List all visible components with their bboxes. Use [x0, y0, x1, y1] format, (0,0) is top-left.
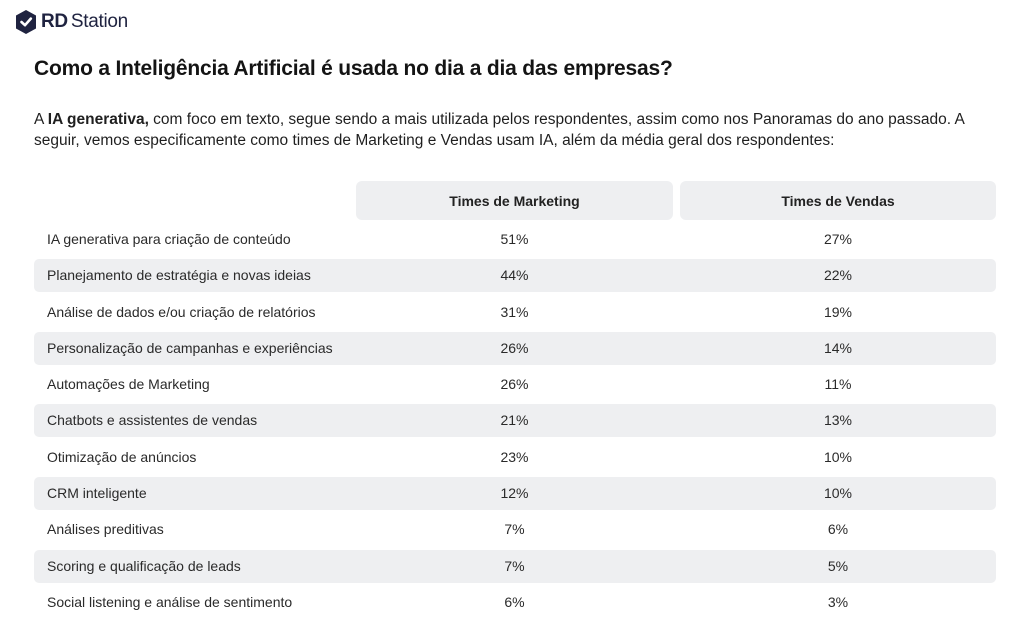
row-label: IA generativa para criação de conteúdo: [47, 231, 291, 247]
logo-rd: RD: [41, 11, 68, 32]
table-row: Chatbots e assistentes de vendas 21% 13%: [34, 404, 996, 438]
marketing-value: 21%: [500, 412, 529, 429]
marketing-value: 44%: [500, 267, 529, 284]
vendas-value: 22%: [823, 267, 853, 284]
row-label: Scoring e qualificação de leads: [47, 557, 241, 574]
logo-station: Station: [70, 11, 128, 32]
vendas-value: 14%: [823, 339, 853, 356]
vendas-value: 6%: [827, 521, 849, 538]
marketing-value: 31%: [500, 303, 529, 320]
row-label: Social listening e análise de sentimento: [47, 593, 293, 610]
marketing-value: 26%: [500, 376, 529, 393]
ai-usage-table: IA generativa para criação de conteúdo 51…: [34, 223, 996, 622]
row-label: Personalização de campanhas e experiênci…: [47, 339, 333, 356]
table-row: Planejamento de estratégia e novas ideia…: [34, 259, 996, 293]
vendas-value: 13%: [823, 412, 853, 429]
column-header-vendas: Times de Vendas: [680, 181, 996, 220]
intro-paragraph: A IA generativa, com foco em texto, segu…: [34, 109, 994, 151]
row-label: Análise de dados e/ou criação de relatór…: [47, 303, 316, 320]
rd-station-logo[interactable]: RD Station: [15, 9, 128, 35]
table-row: Análise de dados e/ou criação de relatór…: [34, 296, 996, 329]
marketing-value: 51%: [500, 231, 529, 247]
vendas-value: 3%: [827, 593, 849, 610]
row-label: CRM inteligente: [47, 485, 147, 502]
vendas-value: 27%: [823, 231, 853, 247]
marketing-value: 26%: [500, 339, 529, 356]
vendas-value: 11%: [824, 376, 852, 393]
table-row: Social listening e análise de sentimento…: [34, 586, 996, 619]
vendas-value: 19%: [823, 303, 853, 320]
table-row: CRM inteligente 12% 10%: [34, 477, 996, 511]
vendas-value: 10%: [823, 448, 853, 465]
intro-rest: com foco em texto, segue sendo a mais ut…: [34, 111, 964, 149]
table-row: Scoring e qualificação de leads 7% 5%: [34, 549, 996, 583]
vendas-value: 5%: [827, 557, 849, 574]
table-row: Análises preditivas 7% 6%: [34, 513, 996, 546]
row-label: Análises preditivas: [47, 521, 164, 538]
row-label: Planejamento de estratégia e novas ideia…: [47, 267, 311, 284]
vendas-value: 10%: [823, 485, 853, 502]
marketing-value: 7%: [504, 557, 525, 574]
row-label: Otimização de anúncios: [47, 448, 197, 465]
table-row: IA generativa para criação de conteúdo 51…: [34, 223, 996, 256]
page-title: Como a Inteligência Artificial é usada n…: [34, 57, 673, 80]
rd-station-logo-icon: [16, 10, 36, 34]
marketing-value: 23%: [500, 448, 529, 465]
column-header-marketing: Times de Marketing: [356, 181, 673, 220]
marketing-value: 6%: [504, 593, 525, 610]
logo-wordmark: RD Station: [41, 11, 128, 33]
intro-prefix: A: [34, 111, 48, 128]
marketing-value: 12%: [500, 485, 529, 502]
marketing-value: 7%: [504, 521, 525, 538]
table-row: Personalização de campanhas e experiênci…: [34, 331, 996, 365]
intro-bold: IA generativa,: [47, 111, 149, 128]
row-label: Automações de Marketing: [47, 376, 210, 393]
table-row: Otimização de anúncios 23% 10%: [34, 441, 996, 474]
row-label: Chatbots e assistentes de vendas: [47, 412, 258, 429]
table-row: Automações de Marketing 26% 11%: [34, 368, 996, 401]
